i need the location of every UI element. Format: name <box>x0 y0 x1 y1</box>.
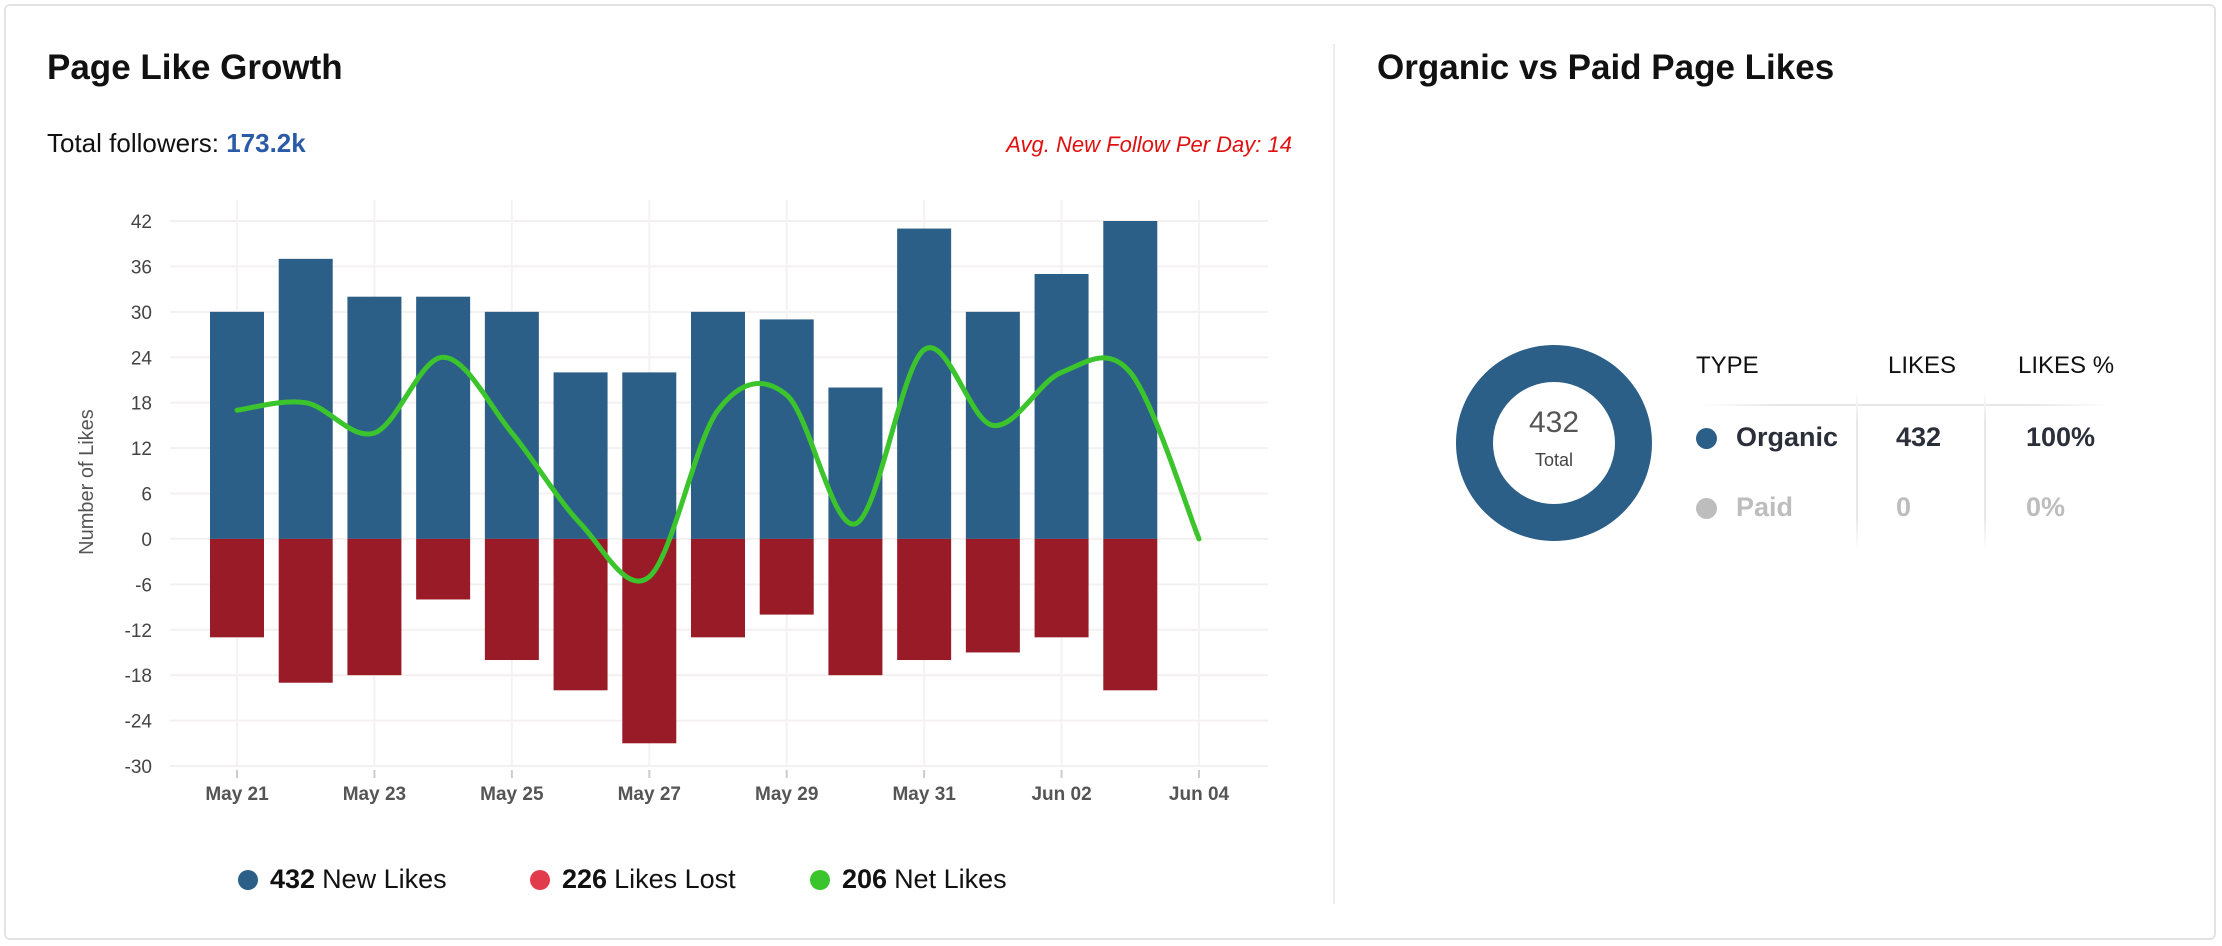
y-tick-label: 24 <box>131 348 153 369</box>
net-likes-total: 206 <box>842 864 888 894</box>
paid-type: Paid <box>1736 492 1794 522</box>
likes-donut-chart: 432 Total <box>1456 345 1652 541</box>
likes-lost-bar <box>1103 538 1158 691</box>
panel-divider <box>1333 44 1335 904</box>
x-tick-label: Jun 02 <box>1031 784 1091 805</box>
x-tick-label: May 27 <box>618 784 681 805</box>
likes-lost-bar <box>897 538 952 661</box>
donut-center: 432 Total <box>1493 382 1615 504</box>
new-likes-label: New Likes <box>322 864 447 894</box>
organic-percent: 100% <box>2026 422 2096 452</box>
y-tick-label: -24 <box>125 712 153 733</box>
new-likes-bar <box>828 387 883 539</box>
x-tick-label: May 31 <box>892 784 956 805</box>
y-tick-label: 30 <box>131 303 152 324</box>
y-tick-label: 42 <box>131 212 152 233</box>
y-tick-label: 18 <box>131 394 152 415</box>
new-likes-bar <box>416 296 471 539</box>
y-tick-label: -6 <box>135 575 152 596</box>
x-tick-label: May 29 <box>755 784 818 805</box>
donut-total-value: 432 <box>1528 406 1580 439</box>
likes-lost-bar <box>691 538 745 638</box>
likes-lost-bar <box>965 538 1020 653</box>
page-like-growth-title: Page Like Growth <box>47 48 343 87</box>
likes-lost-bar <box>416 538 471 600</box>
new-likes-bar <box>1103 221 1158 539</box>
y-axis-title: Number of Likes <box>76 409 98 555</box>
new-likes-total: 432 <box>270 864 316 894</box>
organic-dot-icon <box>1696 428 1717 449</box>
donut-total-label: Total <box>1534 450 1574 470</box>
y-tick-label: 12 <box>131 439 152 460</box>
new-likes-bar <box>278 258 333 539</box>
total-followers-value: 173.2k <box>226 128 306 158</box>
organic-vs-paid-title: Organic vs Paid Page Likes <box>1377 48 1835 87</box>
paid-percent: 0% <box>2026 492 2066 522</box>
likes-lost-dot-icon <box>530 869 550 890</box>
y-tick-label: -18 <box>125 666 152 687</box>
organic-likes: 432 <box>1896 422 1942 452</box>
new-likes-bar <box>622 372 677 539</box>
likes-lost-bar <box>210 538 264 638</box>
legend-net-likes[interactable]: 206 Net Likes <box>810 864 1007 895</box>
legend-new-likes[interactable]: 432 New Likes <box>238 864 447 895</box>
new-likes-bar <box>691 311 745 539</box>
organic-type: Organic <box>1736 422 1839 452</box>
net-likes-line <box>234 345 1202 584</box>
total-followers-label: Total followers: <box>47 128 219 158</box>
x-tick-label: May 25 <box>480 784 544 805</box>
column-divider <box>1856 390 1858 550</box>
page-like-growth-chart: 42 36 30 24 18 12 6 0 -6 -12 -18 -24 -30 May 21 May 23… <box>76 200 1268 805</box>
new-likes-bar <box>553 372 608 539</box>
y-tick-label: -30 <box>125 757 152 778</box>
y-tick-label: -12 <box>125 621 152 642</box>
likes-lost-bar <box>622 538 677 744</box>
likes-lost-bar <box>347 538 402 676</box>
legend-likes-lost[interactable]: 226 Likes Lost <box>530 864 736 895</box>
header-type: TYPE <box>1696 352 1759 379</box>
y-tick-label: 36 <box>131 257 152 278</box>
new-likes-bar <box>210 311 264 539</box>
net-likes-dot-icon <box>810 869 830 890</box>
likes-lost-bar <box>828 538 883 676</box>
likes-lost-bar <box>484 538 539 661</box>
y-tick-label: 0 <box>141 530 152 551</box>
y-tick-label: 6 <box>141 485 152 506</box>
header-likes: LIKES <box>1888 352 1957 379</box>
dashboard-card <box>4 4 2216 940</box>
likes-lost-bar <box>759 538 814 615</box>
likes-lost-bar <box>278 538 333 683</box>
x-tick-label: Jun 04 <box>1169 784 1230 805</box>
likes-lost-bar <box>553 538 608 691</box>
net-likes-label: Net Likes <box>894 864 1007 894</box>
new-likes-bar <box>484 311 539 539</box>
new-likes-bar <box>1034 273 1089 539</box>
likes-lost-label: Likes Lost <box>614 864 736 894</box>
likes-lost-total: 226 <box>562 864 608 894</box>
x-tick-label: May 21 <box>205 784 269 805</box>
table-header-divider <box>1700 404 2110 406</box>
likes-lost-bar <box>1034 538 1089 638</box>
avg-new-follow: Avg. New Follow Per Day: 14 <box>1006 132 1292 157</box>
header-likes-percent: LIKES % <box>2018 352 2115 379</box>
new-likes-dot-icon <box>238 869 258 890</box>
column-divider <box>1984 390 1986 550</box>
paid-likes: 0 <box>1896 492 1912 522</box>
x-tick-label: May 23 <box>343 784 406 805</box>
paid-dot-icon <box>1696 498 1717 519</box>
total-followers: Total followers: 173.2k <box>47 128 306 159</box>
